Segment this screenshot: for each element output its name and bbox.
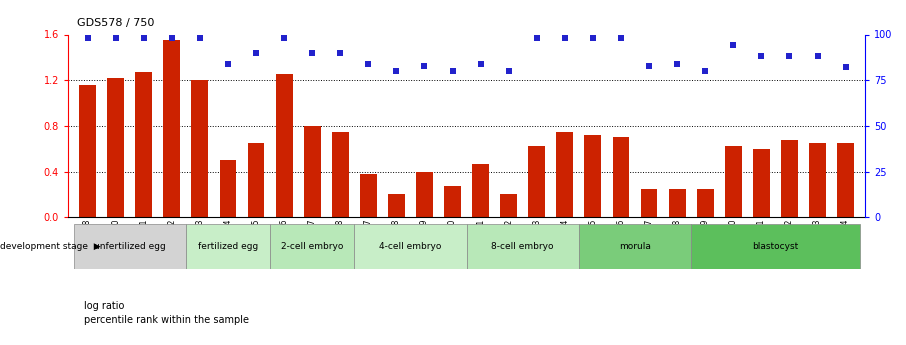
- Bar: [472, 164, 489, 217]
- Bar: [467, 224, 579, 269]
- Text: unfertilized egg: unfertilized egg: [94, 242, 166, 251]
- Bar: [107, 78, 124, 217]
- Bar: [579, 224, 691, 269]
- Bar: [528, 147, 545, 217]
- Bar: [270, 224, 354, 269]
- Point: [446, 68, 460, 74]
- Bar: [781, 140, 798, 217]
- Point: [249, 50, 264, 56]
- Bar: [388, 195, 405, 217]
- Text: morula: morula: [619, 242, 651, 251]
- Bar: [837, 143, 854, 217]
- Point: [193, 36, 207, 41]
- Bar: [275, 75, 293, 217]
- Point: [333, 50, 348, 56]
- Point: [810, 54, 824, 59]
- Point: [754, 54, 768, 59]
- Bar: [725, 147, 742, 217]
- Point: [585, 36, 600, 41]
- Bar: [691, 224, 860, 269]
- Text: 4-cell embryo: 4-cell embryo: [380, 242, 441, 251]
- Point: [137, 36, 151, 41]
- Point: [418, 63, 432, 68]
- Text: fertilized egg: fertilized egg: [198, 242, 258, 251]
- Bar: [135, 72, 152, 217]
- Point: [641, 63, 656, 68]
- Bar: [697, 189, 714, 217]
- Point: [726, 43, 740, 48]
- Text: 8-cell embryo: 8-cell embryo: [491, 242, 554, 251]
- Bar: [354, 224, 467, 269]
- Text: GDS578 / 750: GDS578 / 750: [77, 18, 154, 28]
- Point: [81, 36, 95, 41]
- Point: [613, 36, 628, 41]
- Point: [838, 65, 853, 70]
- Point: [221, 61, 236, 67]
- Bar: [219, 160, 236, 217]
- Point: [390, 68, 404, 74]
- Bar: [641, 189, 658, 217]
- Point: [670, 61, 684, 67]
- Text: blastocyst: blastocyst: [752, 242, 798, 251]
- Point: [698, 68, 712, 74]
- Bar: [556, 132, 573, 217]
- Text: percentile rank within the sample: percentile rank within the sample: [84, 315, 249, 325]
- Text: log ratio: log ratio: [84, 301, 125, 311]
- Bar: [332, 132, 349, 217]
- Point: [277, 36, 292, 41]
- Bar: [304, 126, 321, 217]
- Bar: [247, 143, 265, 217]
- Text: 2-cell embryo: 2-cell embryo: [281, 242, 343, 251]
- Bar: [584, 135, 602, 217]
- Bar: [416, 171, 433, 217]
- Bar: [753, 149, 770, 217]
- Text: development stage  ▶: development stage ▶: [0, 242, 101, 251]
- Bar: [79, 85, 96, 217]
- Bar: [191, 80, 208, 217]
- Point: [473, 61, 487, 67]
- Bar: [500, 195, 517, 217]
- Point: [109, 36, 123, 41]
- Point: [305, 50, 320, 56]
- Point: [557, 36, 572, 41]
- Point: [529, 36, 544, 41]
- Point: [782, 54, 796, 59]
- Bar: [809, 143, 826, 217]
- Point: [165, 36, 179, 41]
- Bar: [669, 189, 686, 217]
- Point: [361, 61, 376, 67]
- Bar: [73, 224, 186, 269]
- Point: [501, 68, 516, 74]
- Bar: [163, 40, 180, 217]
- Bar: [444, 187, 461, 217]
- Bar: [360, 174, 377, 217]
- Bar: [186, 224, 270, 269]
- Bar: [612, 137, 630, 217]
